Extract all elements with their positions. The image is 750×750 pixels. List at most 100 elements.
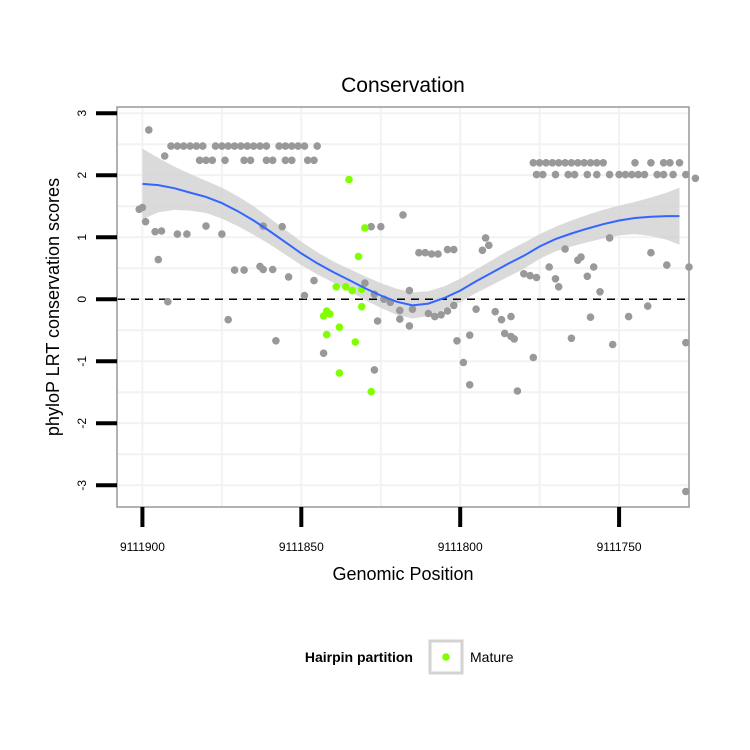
other-point — [669, 170, 677, 179]
other-point — [478, 246, 487, 255]
mature-point — [361, 224, 369, 232]
other-point — [135, 205, 143, 214]
other-point — [396, 306, 404, 315]
other-point — [195, 156, 204, 165]
other-point — [574, 159, 582, 167]
other-point — [682, 487, 690, 496]
other-point — [284, 273, 293, 281]
other-point — [675, 159, 684, 167]
other-point — [659, 170, 668, 179]
other-point — [303, 156, 312, 165]
other-point — [281, 142, 290, 150]
other-point — [450, 301, 458, 310]
other-point — [202, 156, 210, 165]
other-point — [319, 349, 328, 358]
other-point — [593, 170, 601, 179]
other-point — [647, 248, 655, 257]
other-point — [529, 159, 538, 167]
other-point — [431, 312, 439, 321]
other-point — [682, 170, 690, 179]
other-point — [173, 230, 182, 238]
mature-point — [335, 369, 344, 377]
other-point — [596, 288, 604, 296]
other-point — [268, 265, 277, 274]
other-point — [199, 142, 207, 150]
other-point — [405, 322, 414, 330]
other-point — [310, 156, 318, 165]
y-tick-label: -1 — [75, 356, 89, 367]
other-point — [278, 222, 287, 231]
other-point — [666, 159, 674, 167]
y-tick-label: 3 — [75, 110, 89, 117]
other-point — [691, 174, 700, 183]
other-point — [202, 222, 210, 230]
other-point — [520, 270, 528, 278]
other-point — [472, 305, 480, 314]
legend-label-mature: Mature — [470, 649, 514, 665]
other-point — [288, 142, 296, 150]
other-point — [415, 248, 423, 257]
other-point — [586, 159, 595, 167]
other-point — [548, 159, 557, 167]
other-point — [605, 170, 614, 179]
other-point — [141, 217, 150, 226]
other-point — [300, 142, 309, 150]
other-point — [532, 273, 541, 282]
mature-point — [332, 283, 341, 291]
other-point — [535, 159, 544, 167]
legend-key-mature-point — [442, 653, 450, 661]
other-point — [256, 262, 264, 271]
other-point — [513, 387, 522, 395]
other-point — [564, 170, 572, 179]
other-point — [554, 283, 563, 291]
other-point — [396, 315, 404, 323]
other-point — [246, 156, 255, 165]
other-point — [399, 211, 407, 219]
x-tick-label: 9111800 — [438, 540, 483, 554]
other-point — [151, 227, 159, 236]
other-point — [507, 312, 515, 321]
mature-point — [357, 302, 366, 311]
other-point — [551, 170, 560, 179]
other-point — [497, 315, 506, 324]
other-point — [424, 309, 433, 318]
other-point — [663, 261, 671, 269]
other-point — [589, 263, 598, 271]
other-point — [459, 358, 468, 367]
other-point — [377, 222, 385, 231]
x-tick-label: 9111900 — [120, 540, 165, 554]
other-point — [281, 156, 290, 165]
other-point — [373, 317, 382, 325]
mature-point — [326, 310, 334, 318]
other-point — [208, 156, 217, 165]
x-axis: 9111900 9111850 9111800 9111750 — [120, 507, 642, 554]
other-point — [300, 291, 309, 300]
other-point — [583, 272, 592, 281]
other-point — [367, 222, 376, 231]
other-point — [491, 307, 500, 316]
other-point — [580, 159, 588, 167]
other-point — [224, 315, 232, 324]
other-point — [230, 266, 239, 274]
y-tick-label: 0 — [75, 296, 89, 303]
other-point — [500, 329, 509, 338]
other-point — [192, 142, 201, 150]
other-point — [218, 230, 226, 238]
x-tick-label: 9111850 — [279, 540, 324, 554]
x-tick-label: 9111750 — [597, 540, 642, 554]
y-axis-title: phyloP LRT conservation scores — [43, 178, 63, 436]
y-tick-label: 1 — [75, 234, 89, 241]
other-point — [221, 156, 229, 165]
other-point — [510, 335, 518, 343]
mature-point — [348, 286, 357, 295]
other-point — [294, 142, 302, 150]
mature-point — [351, 338, 360, 346]
y-axis: 3 2 1 0 -1 -2 -3 — [75, 110, 117, 491]
other-point — [173, 142, 182, 150]
other-point — [240, 266, 248, 274]
other-point — [230, 142, 239, 150]
other-point — [186, 142, 194, 150]
other-point — [551, 275, 560, 283]
other-point — [567, 159, 576, 167]
